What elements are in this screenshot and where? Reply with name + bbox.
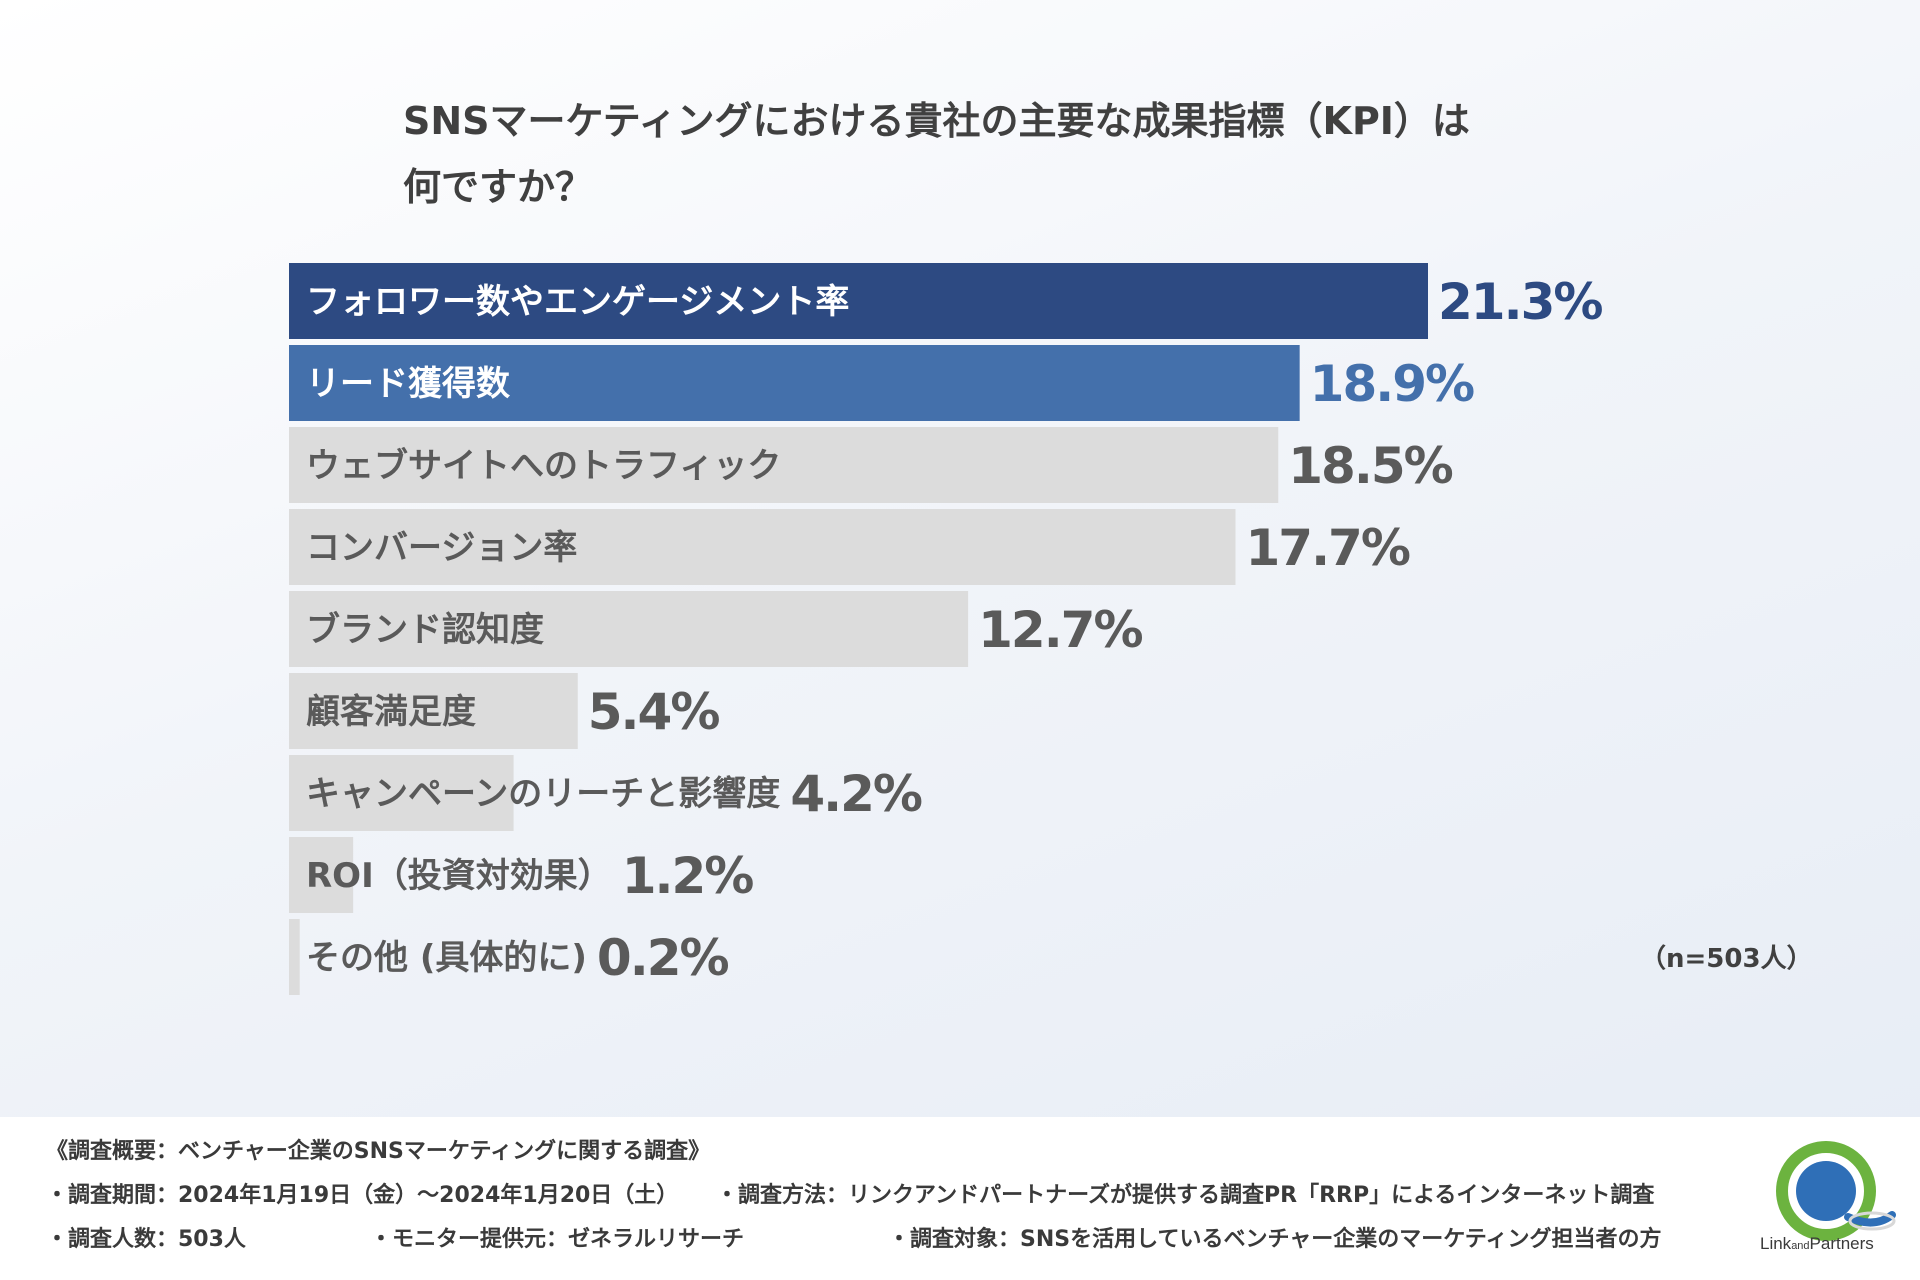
value-label: 12.7% (978, 601, 1142, 659)
value-label: 18.9% (1310, 355, 1474, 413)
logo-text-partners: Partners (1809, 1234, 1874, 1253)
survey-respondents: ・調査人数：503人 (46, 1227, 246, 1252)
value-label: 1.2% (622, 847, 754, 905)
bar (289, 919, 300, 995)
logo-text-link: Link (1760, 1234, 1792, 1253)
category-label: ブランド認知度 (306, 610, 544, 650)
bar (289, 591, 969, 667)
category-label: キャンペーンのリーチと影響度 (306, 774, 780, 814)
bar (289, 673, 578, 749)
bar (289, 837, 354, 913)
category-label: その他 (具体的に) (306, 938, 587, 978)
survey-method: ・調査方法：リンクアンドパートナーズが提供する調査PR「RRP」によるインターネ… (716, 1183, 1655, 1208)
bar-row: その他 (具体的に) 0.2% (289, 919, 730, 995)
value-label: 5.4% (588, 683, 720, 741)
bar-row: ROI（投資対効果） 1.2% (289, 837, 755, 913)
survey-period: ・調査期間：2024年1月19日（金）〜2024年1月20日（土） (46, 1183, 679, 1208)
link-and-partners-logo-icon (1776, 1141, 1896, 1241)
category-label: ウェブサイトへのトラフィック (306, 446, 781, 486)
category-label: コンバージョン率 (306, 528, 577, 568)
bar (289, 755, 514, 831)
logo-text: LinkandPartners (1760, 1234, 1874, 1254)
bar-row: コンバージョン率 17.7% (289, 509, 1412, 585)
value-label: 17.7% (1245, 519, 1409, 577)
value-label: 4.2% (790, 765, 922, 823)
logo-text-and: and (1791, 1240, 1810, 1252)
category-label: リード獲得数 (306, 364, 510, 404)
chart-title-line-1: SNSマーケティングにおける貴社の主要な成果指標（KPI）は (403, 99, 1470, 143)
survey-target: ・調査対象：SNSを活用しているベンチャー企業のマーケティング担当者の方 (888, 1227, 1662, 1252)
bar (289, 345, 1300, 421)
bar (289, 509, 1236, 585)
value-label: 18.5% (1288, 437, 1452, 495)
chart-title: SNSマーケティングにおける貴社の主要な成果指標（KPI）は 何ですか？ (403, 88, 1603, 220)
bar-chart: フォロワー数やエンゲージメント率 21.3% リード獲得数 18.9% ウェブサイトへの… (289, 263, 1604, 995)
bar-row: ウェブサイトへのトラフィック 18.5% (289, 427, 1455, 503)
value-label: 21.3% (1438, 273, 1602, 331)
category-label: 顧客満足度 (306, 692, 476, 732)
bar (289, 427, 1279, 503)
bar (289, 263, 1428, 339)
bar-row: キャンペーンのリーチと影響度 4.2% (289, 755, 924, 831)
bar-row: フォロワー数やエンゲージメント率 21.3% (289, 263, 1604, 339)
survey-heading: 《調査概要：ベンチャー企業のSNSマーケティングに関する調査》 (46, 1139, 711, 1164)
bar-row: リード獲得数 18.9% (289, 345, 1476, 421)
chart-title-line-2: 何ですか？ (403, 165, 594, 209)
category-label: フォロワー数やエンゲージメント率 (306, 282, 849, 322)
bar-row: 顧客満足度 5.4% (289, 673, 721, 749)
category-label: ROI（投資対効果） (306, 856, 612, 896)
bar-row: ブランド認知度 12.7% (289, 591, 1144, 667)
survey-footer: 《調査概要：ベンチャー企業のSNSマーケティングに関する調査》 ・調査期間：20… (0, 1117, 1920, 1280)
value-label: 0.2% (597, 929, 729, 987)
sample-size: （n=503人） (1640, 944, 1813, 974)
survey-provider: ・モニター提供元：ゼネラルリサーチ (370, 1227, 745, 1252)
